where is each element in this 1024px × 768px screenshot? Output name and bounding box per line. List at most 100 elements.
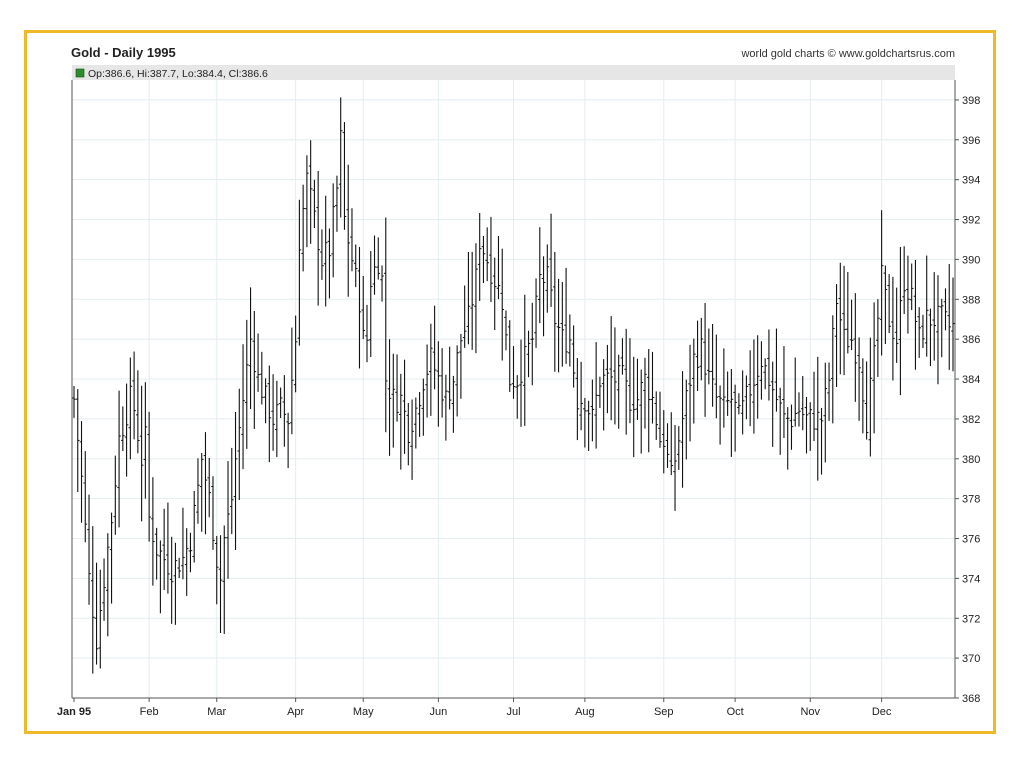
price-bar [774,328,779,412]
ohlc-legend-bar [72,65,955,80]
price-bar [203,432,208,535]
chart-frame: Gold - Daily 1995 world gold charts © ww… [24,30,996,734]
price-bar [808,402,813,451]
price-bar [586,400,591,451]
price-bar [425,344,429,418]
price-bar [229,447,234,535]
price-bar [444,374,448,441]
price-bar [519,339,523,427]
price-bar [692,338,696,424]
gridlines [72,80,955,698]
price-bar [654,391,659,440]
x-tick-label: Sep [654,706,674,718]
price-bar [353,244,358,288]
price-bar [537,227,542,324]
price-bar [767,329,771,401]
price-bar [624,328,628,435]
x-tick-label: Aug [575,706,595,718]
price-bar [357,246,362,369]
price-bar [748,350,752,427]
price-bar [395,354,399,422]
price-bar [827,362,831,421]
price-bar [744,375,749,420]
chart-title: Gold - Daily 1995 [71,45,176,60]
price-bar [924,255,929,357]
price-bar [376,237,381,280]
price-bar [263,378,268,424]
price-bar [688,344,692,442]
price-bar [755,335,760,419]
y-axis-ticks: 398 396 394 392 390 388 386 384 382 380 378 376 374 3… [955,95,980,705]
price-bar [504,310,508,351]
price-bar [590,379,595,442]
price-bar [162,508,166,590]
price-bar [436,341,441,427]
price-bar [699,317,704,381]
price-bar [188,532,193,573]
price-bar [789,404,794,450]
y-tick-label: 390 [962,254,980,266]
y-tick-label: 376 [962,534,980,546]
price-bar [139,385,144,522]
price-bar [842,265,846,376]
y-tick-label: 392 [962,215,980,227]
price-bar [147,411,151,542]
price-bar [725,371,730,416]
price-bar [522,294,527,426]
price-bar [673,425,677,511]
price-bar [94,562,99,665]
price-bar [568,314,572,367]
price-bar [136,370,140,454]
x-tick-label: Mar [207,706,226,718]
price-bar [676,426,681,470]
price-bar [823,362,828,463]
price-bar [214,535,219,605]
price-bar [117,390,121,528]
price-bar [943,288,948,331]
x-tick-label: Jun [429,706,447,718]
y-tick-label: 382 [962,414,980,426]
price-bar [496,236,501,300]
price-bar [583,397,587,448]
y-tick-label: 398 [962,95,980,107]
source-credit: world gold charts © www.goldchartsrus.co… [740,48,955,60]
price-bar [477,213,482,301]
price-bar [714,334,719,419]
price-bar [121,406,125,452]
price-bar [466,252,471,345]
legend-swatch [75,68,85,78]
price-bar [383,217,388,433]
x-tick-label: Feb [140,706,159,718]
y-tick-label: 394 [962,175,980,187]
price-bar [515,375,520,419]
x-tick-label: Apr [287,706,304,718]
price-bar [297,199,302,346]
x-axis-ticks: Jan 95 Feb Mar Apr May Jun Jul Aug Sep Oct Nov Dec [57,698,892,718]
price-bar [271,374,275,451]
price-bar [921,314,925,349]
price-bar [128,357,133,460]
price-bar [327,228,332,299]
price-bar [399,373,403,470]
price-bar [793,357,798,427]
y-tick-label: 374 [962,573,980,585]
price-bar [181,507,185,580]
price-bar [857,337,861,421]
price-bar [661,410,666,474]
price-bar [812,371,816,442]
price-bar [740,370,745,435]
price-bar [196,458,200,524]
price-bar [361,276,366,340]
price-bar [290,327,294,435]
price-bar [639,369,644,454]
price-bar [410,399,414,480]
price-bar [154,527,159,580]
price-bar [917,307,921,358]
price-bar [323,195,328,307]
price-bar [462,285,467,348]
price-bar [72,386,76,418]
price-bar [928,308,933,367]
price-bar [819,407,824,475]
price-bar [109,512,114,604]
price-bar [338,97,343,218]
